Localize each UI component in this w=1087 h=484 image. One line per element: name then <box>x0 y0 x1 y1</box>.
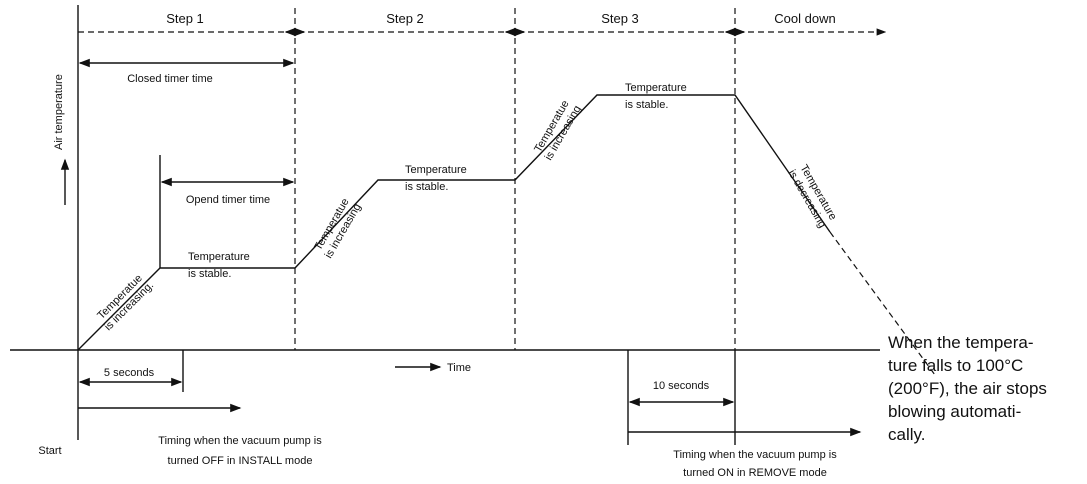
note-line: (200°F), the air stops <box>888 379 1047 398</box>
note-line: cally. <box>888 425 925 444</box>
stable-label: Temperature <box>405 164 467 176</box>
x-axis-label: Time <box>447 362 471 374</box>
duration-label: 10 seconds <box>653 380 710 392</box>
timer-label: Closed timer time <box>127 73 213 85</box>
stable-label: is stable. <box>405 181 448 193</box>
stable-label: is stable. <box>188 268 231 280</box>
note-line: When the tempera- <box>888 333 1034 352</box>
phase: Cool down <box>774 11 835 26</box>
timing-label: turned OFF in INSTALL mode <box>168 455 313 467</box>
increasing-label: Temperatue is increasing <box>312 196 363 260</box>
duration-label: 5 seconds <box>104 367 155 379</box>
stable-label: Temperature <box>625 82 687 94</box>
frame-lines <box>10 5 936 445</box>
increasing-label: Temperatue is increasing <box>532 98 583 162</box>
stable-label: Temperature <box>188 251 250 263</box>
decreasing-label: Temperature is decreasing <box>785 163 838 230</box>
phase: Step 2 <box>386 11 424 26</box>
timing-label: Timing when the vacuum pump is <box>673 449 837 461</box>
start-label: Start <box>38 445 61 457</box>
phase: Step 1 <box>166 11 204 26</box>
note-line: blowing automati- <box>888 402 1021 421</box>
timing-label: Timing when the vacuum pump is <box>158 435 322 447</box>
increasing-label: Temperatue is increasing. <box>95 272 156 333</box>
note-line: ture falls to 100°C <box>888 356 1023 375</box>
timing-label: turned ON in REMOVE mode <box>683 467 827 479</box>
timer-label: Opend timer time <box>186 194 270 206</box>
phase: Step 3 <box>601 11 639 26</box>
y-axis-label: Air temperature <box>53 74 65 150</box>
stable-label: is stable. <box>625 99 668 111</box>
